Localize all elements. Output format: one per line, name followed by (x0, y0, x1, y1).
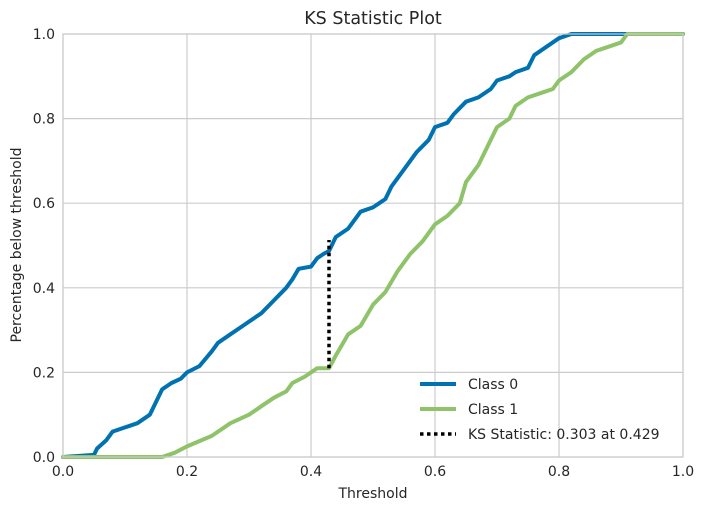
x-axis-ticks: 0.0 0.2 0.4 0.6 0.8 1.0 (52, 464, 694, 480)
y-tick-label: 0.4 (33, 281, 55, 297)
y-axis-ticks: 0.0 0.2 0.4 0.6 0.8 1.0 (33, 27, 55, 466)
y-tick-label: 0.2 (33, 365, 55, 381)
series-line-2 (61, 32, 685, 459)
x-tick-label: 0.8 (548, 464, 570, 480)
x-tick-label: 1.0 (672, 464, 694, 480)
y-tick-label: 0.8 (33, 112, 55, 128)
y-axis-label: Percentage below threshold (9, 148, 25, 343)
x-tick-label: 0.0 (52, 464, 74, 480)
x-axis-label: Threshold (338, 486, 408, 502)
grid-lines (62, 33, 684, 458)
legend-label: Class 0 (468, 377, 518, 393)
chart-title: KS Statistic Plot (304, 9, 442, 29)
legend: Class 0 Class 1 KS Statistic: 0.303 at 0.4… (420, 377, 660, 443)
series-lines (61, 32, 685, 459)
x-tick-label: 0.4 (300, 464, 322, 480)
series-line-1 (61, 32, 685, 459)
plot-border (62, 33, 684, 458)
y-tick-label: 1.0 (33, 27, 55, 43)
legend-label: KS Statistic: 0.303 at 0.429 (468, 427, 660, 443)
y-tick-label: 0.0 (33, 450, 55, 466)
x-tick-label: 0.6 (424, 464, 446, 480)
y-tick-label: 0.6 (33, 196, 55, 212)
x-tick-label: 0.2 (176, 464, 198, 480)
plot-frame (62, 33, 684, 458)
legend-label: Class 1 (468, 402, 518, 418)
